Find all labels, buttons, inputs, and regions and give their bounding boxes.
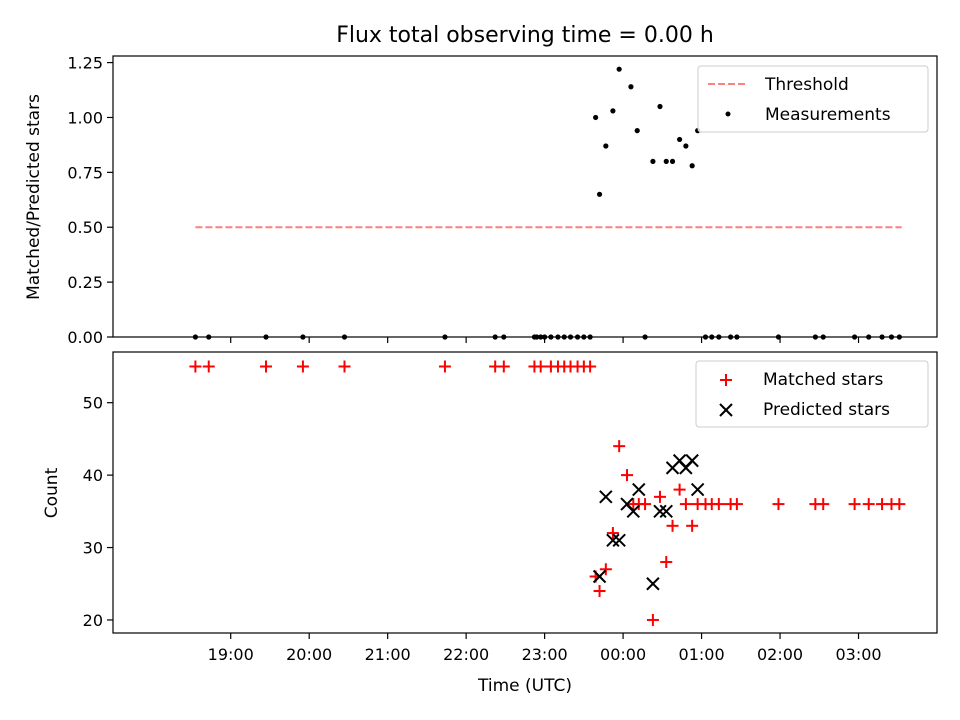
top-y-tick-label: 1.25 [67,54,103,73]
matched-stars-point [296,360,309,373]
bottom-plot-area [189,360,906,626]
measurements-point [610,108,616,114]
matched-stars-point [848,498,861,511]
bottom-y-tick-label: 20 [83,611,103,630]
measurements-point [676,136,683,143]
top-panel: 0.00 0.25 0.50 0.75 1.00 1.25 Matched/Predict… [24,54,938,347]
measurements-point [689,163,695,169]
matched-stars-point [593,584,606,597]
matched-stars-point [653,490,666,503]
matched-stars-point [893,498,906,511]
matched-stars-point [639,498,652,511]
chart-title: Flux total observing time = 0.00 h [336,23,714,48]
measurements-point [603,143,609,149]
bottom-axes-frame [112,351,938,634]
threshold-legend-label: Threshold [764,75,849,95]
predicted-stars-point [599,490,613,504]
bottom-y-tick-label: 30 [83,539,103,558]
x-tick-label: 23:00 [522,645,568,664]
matched-stars-point [338,360,351,373]
predicted-stars-legend-marker [719,403,733,417]
matched-stars-legend-label: Matched stars [763,370,883,390]
x-tick-label: 02:00 [757,645,803,664]
predicted-stars-point [690,482,705,497]
measurements-point [634,128,640,134]
top-y-tick-label: 0.75 [67,163,103,182]
x-axis-label: Time (UTC) [477,676,572,696]
matched-stars-point [438,360,451,373]
matched-stars-legend-marker [720,374,732,386]
bottom-y-ticks: 20 30 40 50 [83,394,113,630]
matched-stars-point [534,360,547,373]
measurements-point [657,103,663,110]
measurements-legend-marker [725,111,731,117]
x-tick-label: 22:00 [443,645,489,664]
bottom-x-ticks: 19:00 20:00 21:00 22:00 23:00 00:00 01:00 02:00… [208,633,882,664]
top-legend-box [697,65,929,133]
top-x-ticks [230,337,860,343]
x-tick-label: 20:00 [286,645,332,664]
matched-stars-point [772,498,785,511]
predicted-stars-point [659,504,673,519]
bottom-y-tick-label: 40 [83,466,103,485]
x-tick-label: 19:00 [208,645,254,664]
bottom-legend: Matched stars Predicted stars [695,360,929,428]
predicted-stars-point [632,482,646,497]
predicted-stars-point [685,453,699,468]
matched-stars-point [666,519,679,532]
matched-stars-point [817,498,830,511]
measurements-point [628,84,634,90]
bottom-y-axis-label: Count [42,467,62,518]
predicted-stars-point [612,533,626,548]
matched-stars-point [862,498,875,511]
matched-stars-point [584,360,597,373]
matched-stars-point [189,360,202,373]
predicted-stars-point [626,504,641,519]
x-tick-label: 01:00 [679,645,725,664]
top-y-axis-label: Matched/Predicted stars [24,94,44,300]
matched-stars-point [730,498,743,511]
measurements-point [596,191,603,197]
predicted-stars-point [646,577,660,591]
bottom-panel: 20 30 40 50 19:00 20:00 21:00 22:00 23:00 00:00 0… [42,351,938,696]
x-tick-label: 21:00 [365,645,411,664]
x-tick-label: 03:00 [835,645,881,664]
matched-stars-point [660,556,673,569]
measurements-legend-label: Measurements [765,105,891,125]
measurements-point [683,143,689,149]
predicted-stars-point [606,533,620,548]
bottom-y-tick-label: 50 [83,394,103,413]
x-tick-label: 00:00 [600,645,646,664]
predicted-stars-legend-label: Predicted stars [763,400,890,420]
top-axes-frame [112,55,938,338]
top-y-tick-label: 0.25 [67,273,103,292]
measurements-point [650,158,656,164]
bottom-legend-box [695,360,929,428]
matched-stars-point [646,613,659,626]
matched-stars-point [621,469,634,482]
matched-stars-point [712,498,725,511]
measurements-point [663,158,669,164]
matched-stars-point [497,360,510,373]
matched-stars-point [679,498,692,511]
measurements-point [669,158,676,164]
measurements-point [616,66,622,72]
matched-stars-point [686,519,699,532]
measurements-point [593,114,599,121]
top-y-tick-label: 0.50 [67,218,103,237]
top-y-tick-label: 1.00 [67,108,103,127]
top-y-tick-label: 0.00 [67,328,103,347]
matched-stars-point [606,527,619,540]
matched-stars-point [673,483,686,496]
matched-stars-point [202,360,215,373]
predicted-stars-point [592,569,607,584]
top-y-ticks: 0.00 0.25 0.50 0.75 1.00 1.25 [67,54,113,347]
matched-stars-point [599,563,612,576]
matched-stars-point [260,360,273,373]
top-legend: Threshold Measurements [697,65,929,133]
predicted-stars-point [653,504,667,519]
matched-stars-point [613,440,626,453]
